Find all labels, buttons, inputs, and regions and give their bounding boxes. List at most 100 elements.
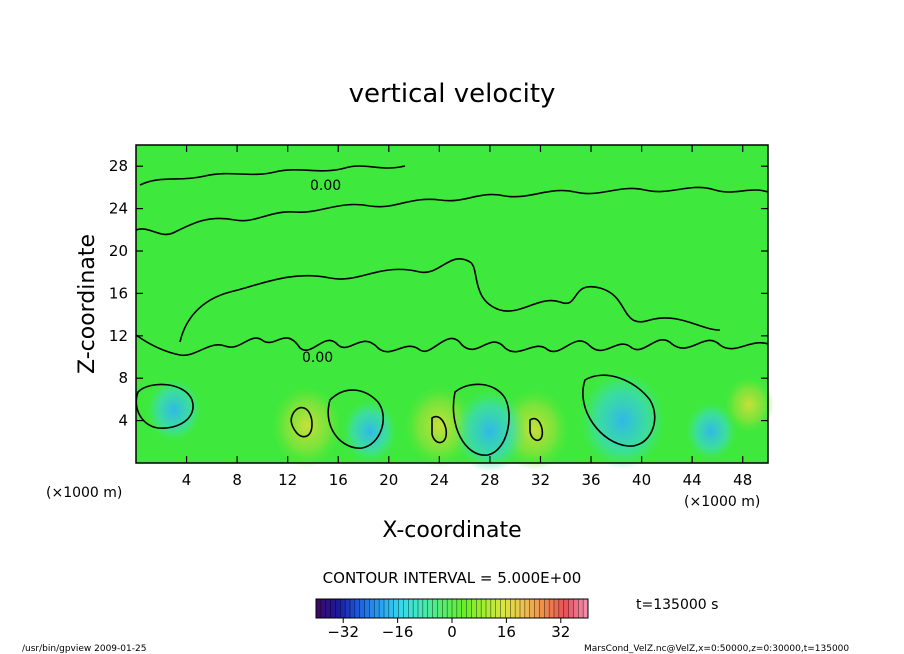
colorbar-cell (481, 599, 487, 618)
colorbar-cell (466, 599, 472, 618)
footer-right: MarsCond_VelZ.nc@VelZ,x=0:50000,z=0:3000… (584, 644, 849, 654)
colorbar-cell (442, 599, 448, 618)
zero-contour-pos-a (290, 406, 313, 438)
colorbar-cell (340, 599, 346, 618)
x-tick-label: 4 (182, 471, 192, 489)
velocity-feature-negative (146, 378, 201, 442)
colorbar-cell (369, 599, 375, 618)
colorbar-cells (315, 599, 589, 618)
colorbar-cell (578, 599, 584, 618)
colorbar-cell (422, 599, 429, 618)
colorbar: −32 −16 0 16 32 (315, 598, 589, 641)
colorbar-cell (520, 599, 526, 618)
colorbar-cell (335, 599, 341, 618)
contour-label-lower: 0.00 (302, 350, 333, 366)
x-tick-label: 8 (232, 471, 242, 489)
colorbar-cell (529, 599, 536, 618)
colorbar-cell (316, 599, 322, 618)
colorbar-cell (510, 599, 516, 618)
x-unit-left: (×1000 m) (46, 485, 122, 501)
zero-contour-pos-b (431, 415, 448, 444)
colorbar-cell (515, 599, 521, 618)
colorbar-ticks: −32 −16 0 16 32 (327, 618, 570, 641)
colorbar-cell (563, 599, 570, 618)
colorbar-cell (345, 599, 351, 618)
colorbar-cell (413, 599, 419, 618)
zero-contour-neg-d (135, 383, 194, 429)
x-axis-ticks: 4 8 12 16 20 24 28 32 36 40 44 48 (182, 145, 752, 489)
colorbar-cell (330, 599, 336, 618)
zero-contour-low (135, 334, 769, 357)
colorbar-cell (364, 599, 370, 618)
colorbar-cell (549, 599, 555, 618)
velocity-features (146, 371, 774, 473)
colorbar-cell (495, 599, 502, 618)
colorbar-cell (408, 599, 414, 618)
x-tick-label: 32 (531, 471, 550, 489)
colorbar-cell (403, 599, 409, 618)
colorbar-cell (534, 599, 540, 618)
colorbar-cell (583, 599, 589, 618)
time-label: t=135000 s (636, 597, 718, 613)
colorbar-tick-label: 16 (497, 623, 516, 641)
zero-contour-upper (179, 258, 721, 343)
colorbar-cell (384, 599, 390, 618)
zero-contour-lines (135, 165, 769, 456)
colorbar-cell (505, 599, 511, 618)
x-tick-label: 16 (329, 471, 348, 489)
colorbar-cell (524, 599, 531, 618)
velocity-feature-negative (686, 402, 736, 460)
colorbar-cell (568, 599, 574, 618)
y-tick-label: 16 (109, 284, 128, 302)
colorbar-cell (471, 599, 477, 618)
x-axis-label: X-coordinate (382, 518, 521, 543)
colorbar-cell (325, 599, 332, 618)
x-tick-label: 44 (683, 471, 702, 489)
colorbar-cell (544, 599, 550, 618)
footer-left: /usr/bin/gpview 2009-01-25 (22, 644, 146, 654)
y-tick-label: 28 (109, 157, 128, 175)
x-tick-label: 36 (581, 471, 600, 489)
colorbar-cell (359, 599, 366, 618)
x-unit-right: (×1000 m) (684, 494, 760, 510)
colorbar-cell (452, 599, 458, 618)
colorbar-cell (374, 599, 380, 618)
zero-contour-top (135, 186, 769, 236)
colorbar-cell (320, 599, 327, 618)
y-tick-label: 8 (118, 369, 128, 387)
x-tick-label: 28 (480, 471, 499, 489)
colorbar-cell (379, 599, 385, 618)
contour-interval-text: CONTOUR INTERVAL = 5.000E+00 (323, 569, 582, 587)
plot-area: 0.00 0.00 4 8 12 16 20 24 28 32 36 40 44 48 4812162… (109, 144, 774, 489)
colorbar-tick-label: −32 (327, 623, 359, 641)
velocity-feature-negative (580, 371, 666, 470)
y-tick-label: 12 (109, 327, 128, 345)
contour-label-upper: 0.00 (310, 178, 341, 194)
zero-contour-neg-a (327, 389, 384, 449)
colorbar-cell (476, 599, 482, 618)
zero-contour-neg-b (452, 383, 510, 456)
velocity-feature-positive (270, 384, 343, 468)
velocity-feature-negative (342, 400, 397, 463)
chart-title: vertical velocity (349, 79, 556, 109)
x-tick-label: 20 (379, 471, 398, 489)
colorbar-cell (456, 599, 463, 618)
colorbar-cell (461, 599, 468, 618)
plot-frame (135, 144, 769, 464)
colorbar-tick-label: −16 (382, 623, 414, 641)
colorbar-cell (388, 599, 395, 618)
colorbar-cell (558, 599, 565, 618)
colorbar-cell (486, 599, 492, 618)
y-tick-label: 4 (118, 412, 128, 430)
colorbar-tick-label: 0 (447, 623, 457, 641)
colorbar-cell (500, 599, 506, 618)
x-tick-label: 40 (632, 471, 651, 489)
y-tick-label: 20 (109, 242, 128, 260)
colorbar-cell (539, 599, 545, 618)
colorbar-cell (354, 599, 361, 618)
colorbar-tick-label: 32 (551, 623, 570, 641)
colorbar-cell (437, 599, 443, 618)
x-tick-label: 12 (278, 471, 297, 489)
colorbar-cell (490, 599, 497, 618)
